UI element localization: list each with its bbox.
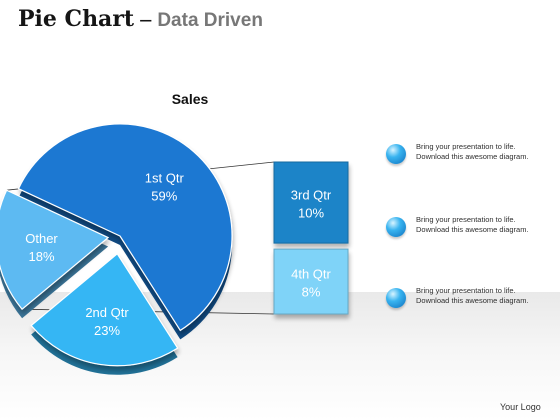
bar-segment-label: 3rd Qtr (291, 188, 332, 203)
title-subtitle: Data Driven (157, 10, 263, 31)
legend-bullet-icon (386, 144, 406, 164)
breakdown-bar: 3rd Qtr 10% 4th Qtr 8% (273, 161, 349, 315)
legend-line-1: Bring your presentation to life. (416, 142, 516, 151)
bar-segment-4th-qtr (273, 248, 349, 315)
bar-segment-3rd-qtr (273, 161, 349, 244)
slice-value-label: 18% (28, 249, 54, 264)
chart-title: Sales (171, 91, 209, 107)
legend-line-2: Download this awesome diagram. (416, 152, 529, 161)
bar-segment-label: 4th Qtr (291, 267, 331, 282)
slice-value-label: 23% (94, 323, 120, 338)
legend-bullet-icon (386, 288, 406, 308)
title-main: Pie Chart (18, 6, 135, 32)
pie-slices: 1st Qtr 59% 2nd Qtr 23% Other 18% (0, 123, 233, 375)
legend-line-2: Download this awesome diagram. (416, 296, 529, 305)
legend-line-1: Bring your presentation to life. (416, 215, 516, 224)
slice-value-label: 59% (151, 188, 177, 203)
slice-label: 1st Qtr (145, 170, 185, 185)
legend-text: Bring your presentation to life. Downloa… (416, 286, 560, 306)
title-separator: – (140, 6, 152, 31)
pie-slice-1st-qtr (17, 123, 233, 332)
pie-slice-other (0, 189, 110, 311)
legend-line-1: Bring your presentation to life. (416, 286, 516, 295)
bar-segment-value-label: 10% (298, 206, 324, 221)
legend-bullet-icon (386, 217, 406, 237)
legend-line-2: Download this awesome diagram. (416, 225, 529, 234)
page-title: Pie Chart – Data Driven (18, 4, 263, 36)
bar-segment-value-label: 8% (302, 285, 321, 300)
legend-text: Bring your presentation to life. Downloa… (416, 142, 560, 162)
pie-slice-2nd-qtr (30, 252, 179, 367)
legend-text: Bring your presentation to life. Downloa… (416, 215, 560, 235)
footer-logo: Your Logo (500, 402, 541, 412)
slice-label: 2nd Qtr (85, 305, 129, 320)
slice-label: Other (25, 231, 58, 246)
